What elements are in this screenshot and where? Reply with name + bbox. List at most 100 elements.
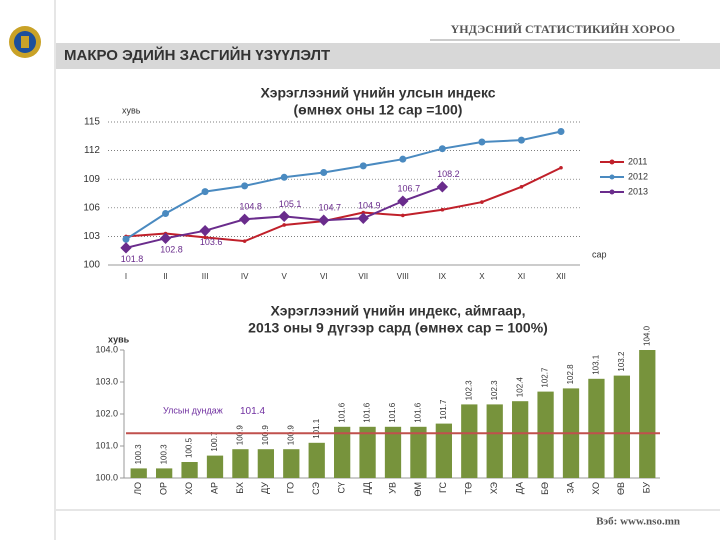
bar [206, 455, 224, 478]
x-tick-label: ДД [362, 482, 372, 494]
y-axis-label: хувь [122, 105, 141, 115]
data-label: 103.2 [617, 351, 626, 372]
y-tick-label: 106 [83, 202, 100, 213]
data-label: 105.1 [279, 199, 302, 209]
chart-title: 2013 оны 9 дүгээр сард (өмнөх сар = 100%… [248, 320, 548, 336]
emblem [9, 26, 41, 58]
y-tick-label: 101.0 [95, 440, 118, 450]
point [241, 182, 249, 190]
average-label: Улсын дундаж [163, 406, 223, 416]
point [517, 136, 525, 144]
x-tick-label: II [163, 272, 167, 281]
x-tick-label: VIII [397, 272, 409, 281]
x-tick-label: I [125, 272, 127, 281]
data-label: 103.6 [200, 237, 223, 247]
bar [537, 391, 554, 478]
point [519, 185, 524, 189]
x-axis-label: сар [592, 249, 607, 259]
data-label: 102.8 [160, 245, 183, 255]
data-label: 102.3 [464, 380, 473, 401]
series-line [125, 130, 562, 241]
bar [130, 468, 147, 478]
chart-title: Хэрэглээний үнийн индекс, аймгаар, [270, 303, 525, 319]
x-tick-label: ХО [184, 482, 194, 495]
bar [410, 426, 427, 478]
x-tick-label: ГО [286, 482, 296, 493]
bar [486, 404, 503, 478]
bar [461, 404, 478, 478]
data-label: 102.8 [566, 364, 575, 385]
point [438, 145, 446, 153]
x-tick-label: АР [209, 482, 219, 494]
x-tick-label: V [282, 272, 288, 281]
point [199, 225, 211, 237]
x-tick-label: X [479, 272, 485, 281]
x-tick-label: СЭ [311, 481, 321, 494]
point [397, 195, 409, 207]
sidebar [0, 0, 55, 540]
point [203, 235, 207, 240]
bar [283, 449, 300, 478]
data-label: 104.9 [358, 201, 381, 211]
point [280, 173, 288, 181]
x-tick-label: XI [518, 272, 526, 281]
bar [308, 442, 325, 478]
x-tick-label: VII [358, 272, 368, 281]
data-label: 102.3 [490, 380, 499, 401]
x-tick-label: ГС [438, 481, 448, 492]
data-label: 101.1 [312, 418, 321, 439]
y-tick-label: 100 [83, 260, 100, 271]
bar [181, 462, 198, 478]
y-tick-label: 103 [83, 231, 100, 242]
point [399, 155, 407, 163]
x-tick-label: БӨ [540, 482, 550, 495]
data-label: 100.3 [159, 444, 168, 465]
point [359, 162, 367, 170]
x-tick-label: ДА [515, 482, 525, 494]
data-label: 100.7 [210, 431, 219, 452]
y-tick-label: 109 [83, 174, 100, 185]
data-label: 101.6 [363, 402, 372, 423]
x-tick-label: III [202, 272, 209, 281]
point [122, 235, 130, 243]
x-tick-label: XII [556, 272, 566, 281]
data-label: 100.5 [185, 437, 194, 458]
point [318, 214, 330, 226]
point [201, 188, 209, 196]
y-tick-label: 100.0 [95, 472, 118, 482]
bar [435, 423, 452, 478]
data-label: 108.2 [437, 169, 460, 179]
x-tick-label: IX [439, 272, 447, 281]
data-label: 101.7 [439, 399, 448, 420]
footer: Вэб: www.nso.mn [596, 516, 680, 528]
x-tick-label: ӨМ [413, 482, 423, 497]
x-tick-label: VI [320, 272, 328, 281]
y-tick-label: 112 [84, 145, 100, 156]
legend-label: 2011 [628, 156, 647, 166]
x-tick-label: IV [241, 272, 249, 281]
bar [359, 426, 376, 478]
data-label: 102.7 [541, 367, 550, 388]
data-label: 101.6 [388, 402, 397, 423]
legend-label: 2012 [628, 171, 648, 181]
data-label: 102.4 [515, 377, 524, 398]
x-tick-label: ДУ [260, 482, 270, 494]
legend-label: 2013 [628, 186, 648, 196]
bar [613, 375, 630, 478]
point [120, 242, 132, 254]
point [357, 212, 369, 224]
data-label: 104.0 [642, 325, 651, 346]
data-label: 101.6 [337, 402, 346, 423]
point [162, 210, 170, 218]
x-tick-label: УВ [387, 482, 397, 494]
average-value: 101.4 [240, 406, 265, 417]
data-label: 104.7 [318, 203, 341, 213]
y-axis-label: хувь [108, 334, 130, 344]
org-name: ҮНДЭСНИЙ СТАТИСТИКИЙН ХОРОО [451, 22, 675, 36]
banner [56, 43, 720, 69]
bar [257, 449, 274, 478]
banner-text: МАКРО ЭДИЙН ЗАСГИЙН ҮЗҮҮЛЭЛТ [64, 46, 330, 64]
x-tick-label: БХ [235, 482, 245, 494]
point [478, 138, 486, 146]
